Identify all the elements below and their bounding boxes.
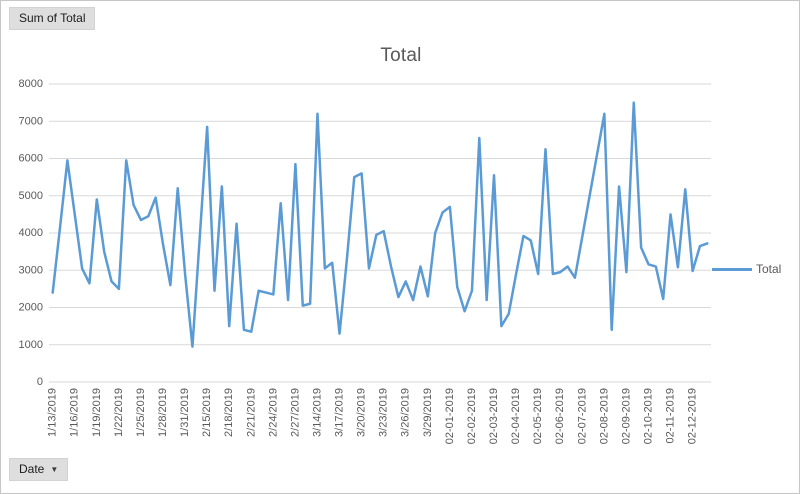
x-tick-label: 3/23/2019 [378,388,390,437]
chart-legend: Total [712,262,781,276]
x-tick-label: 02-04-2019 [510,388,522,444]
value-field-button[interactable]: Sum of Total [9,7,96,30]
axis-field-button-label: Date [19,462,45,476]
legend-line-marker [712,267,752,271]
x-tick-label: 02-01-2019 [444,388,456,444]
x-tick-label: 3/14/2019 [311,388,323,437]
y-tick-label: 6000 [19,153,43,165]
x-tick-label: 02-10-2019 [642,388,654,444]
x-tick-label: 2/18/2019 [223,388,235,437]
x-tick-label: 02-05-2019 [532,388,544,444]
x-tick-label: 3/20/2019 [356,388,368,437]
x-tick-label: 1/31/2019 [179,388,191,437]
y-tick-label: 1000 [19,339,43,351]
x-tick-label: 3/26/2019 [400,388,412,437]
x-tick-label: 02-11-2019 [665,388,677,443]
y-tick-label: 4000 [19,227,43,239]
x-tick-label: 1/25/2019 [135,388,147,437]
x-tick-label: 3/17/2019 [334,388,346,437]
x-tick-label: 02-03-2019 [488,388,500,444]
x-tick-label: 1/13/2019 [47,388,59,437]
y-tick-label: 2000 [19,302,43,314]
y-tick-label: 5000 [19,190,43,202]
y-tick-label: 7000 [19,115,43,127]
x-tick-label: 2/24/2019 [267,388,279,437]
x-tick-label: 02-07-2019 [576,388,588,444]
y-tick-label: 0 [37,376,43,388]
x-tick-label: 1/16/2019 [69,388,81,437]
x-tick-label: 02-02-2019 [466,388,478,444]
x-tick-label: 2/15/2019 [201,388,213,437]
axis-field-button[interactable]: Date ▼ [9,458,69,481]
x-tick-label: 02-08-2019 [598,388,610,444]
x-tick-label: 2/21/2019 [245,388,257,437]
x-tick-label: 1/19/2019 [91,388,103,437]
value-field-button-label: Sum of Total [19,11,86,25]
x-tick-label: 02-12-2019 [687,388,699,444]
x-tick-label: 3/29/2019 [422,388,434,437]
x-tick-label: 02-09-2019 [620,388,632,444]
legend-series-label: Total [756,262,782,276]
x-tick-label: 1/22/2019 [113,388,125,437]
series-line-total [51,101,709,348]
x-tick-label: 1/28/2019 [157,388,169,437]
y-tick-label: 8000 [19,78,43,90]
y-tick-label: 3000 [19,264,43,276]
x-tick-label: 2/27/2019 [289,388,301,437]
dropdown-arrow-icon: ▼ [50,464,59,474]
x-tick-label: 02-06-2019 [554,388,566,444]
chart-title: Total [380,45,422,66]
